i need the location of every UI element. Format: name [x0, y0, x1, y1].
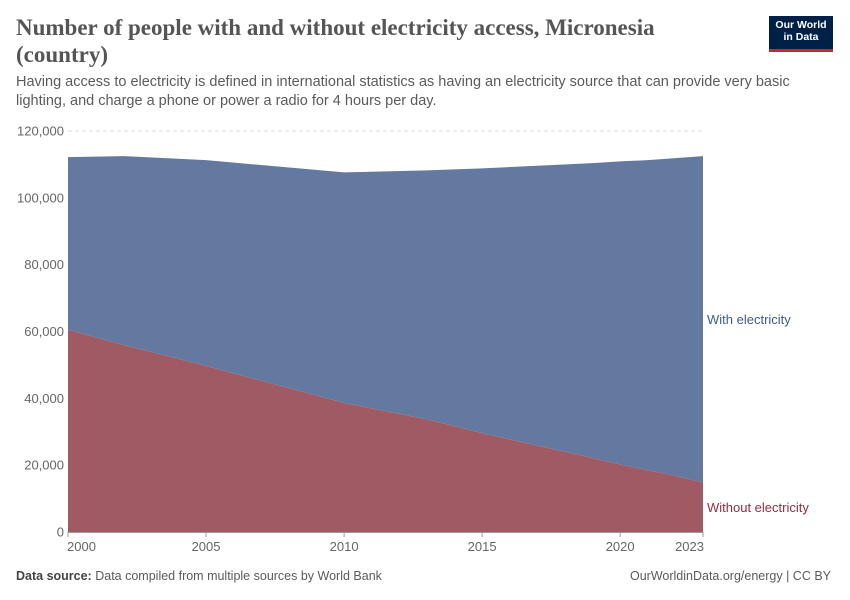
data-source: Data source: Data compiled from multiple… [16, 569, 382, 583]
area-without-electricity [68, 329, 703, 532]
series-label-without-electricity: Without electricity [707, 500, 809, 515]
y-tick-label: 100,000 [17, 190, 64, 205]
x-tick-label: 2020 [606, 539, 635, 554]
logo-line-1: Our World [775, 19, 827, 31]
y-tick-label: 0 [57, 525, 64, 540]
y-tick-label: 60,000 [24, 324, 64, 339]
footer-license-link[interactable]: OurWorldinData.org/energy | CC BY [629, 569, 831, 583]
logo-line-2: in Data [783, 31, 819, 43]
x-tick-label: 2000 [67, 539, 96, 554]
area-with-electricity [68, 156, 703, 483]
data-source-text[interactable]: Data compiled from multiple sources by W… [95, 569, 382, 583]
data-source-label: Data source: [16, 569, 92, 583]
x-tick-label: 2015 [468, 539, 497, 554]
chart-subtitle: Having access to electricity is defined … [16, 74, 790, 109]
series-label-with-electricity: With electricity [707, 312, 791, 327]
owid-logo[interactable]: Our World in Data [769, 16, 833, 52]
chart-title: Number of people with and without electr… [16, 15, 655, 67]
x-tick-label: 2005 [192, 539, 221, 554]
y-tick-label: 20,000 [24, 458, 64, 473]
x-tick-label: 2010 [330, 539, 359, 554]
y-tick-label: 40,000 [24, 391, 64, 406]
y-tick-label: 80,000 [24, 257, 64, 272]
x-tick-label: 2023 [675, 539, 704, 554]
y-tick-label: 120,000 [17, 124, 64, 139]
